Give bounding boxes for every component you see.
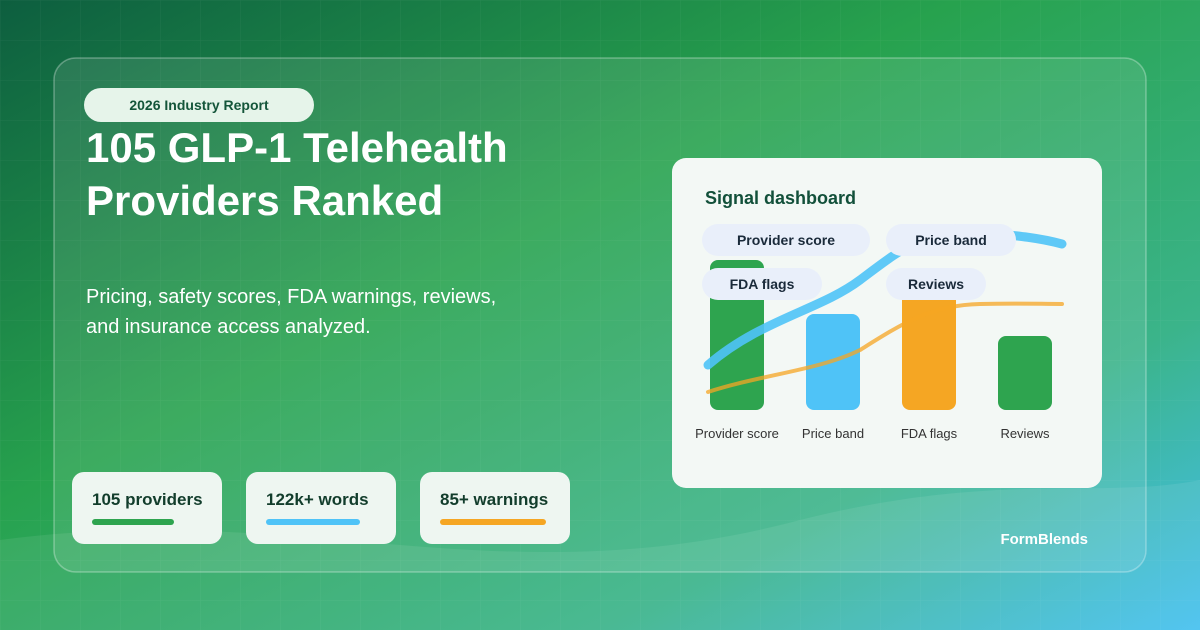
stat-text: 122k+ words bbox=[266, 490, 369, 509]
subtitle: Pricing, safety scores, FDA warnings, re… bbox=[86, 286, 496, 308]
title: Providers Ranked bbox=[86, 177, 443, 224]
bar bbox=[902, 280, 956, 410]
subtitle: and insurance access analyzed. bbox=[86, 316, 371, 338]
pill-text: Reviews bbox=[908, 276, 964, 292]
pill-text: FDA flags bbox=[730, 276, 795, 292]
pill bbox=[886, 224, 1016, 256]
bar-label: FDA flags bbox=[901, 426, 958, 441]
badge bbox=[84, 88, 314, 122]
pill bbox=[702, 224, 870, 256]
brand: FormBlends bbox=[1000, 531, 1088, 548]
pill bbox=[702, 268, 822, 300]
stat-text: 105 providers bbox=[92, 490, 203, 509]
badge-text: 2026 Industry Report bbox=[129, 97, 269, 113]
title: 105 GLP-1 Telehealth bbox=[86, 124, 508, 171]
bar-label: Reviews bbox=[1000, 426, 1050, 441]
stat-card: 85+ warnings bbox=[420, 472, 570, 544]
bar bbox=[998, 336, 1052, 410]
pill-text: Provider score bbox=[737, 232, 835, 248]
stat-card: 122k+ words bbox=[246, 472, 396, 544]
bar-label: Provider score bbox=[695, 426, 779, 441]
wave bbox=[0, 480, 1200, 630]
trend-line bbox=[706, 301, 1064, 394]
pill bbox=[886, 268, 986, 300]
pill-text: Price band bbox=[915, 232, 987, 248]
bar-label: Price band bbox=[802, 426, 864, 441]
stat-card: 105 providers bbox=[72, 472, 222, 544]
stat-text: 85+ warnings bbox=[440, 490, 548, 509]
dashboard-title: Signal dashboard bbox=[705, 188, 856, 208]
